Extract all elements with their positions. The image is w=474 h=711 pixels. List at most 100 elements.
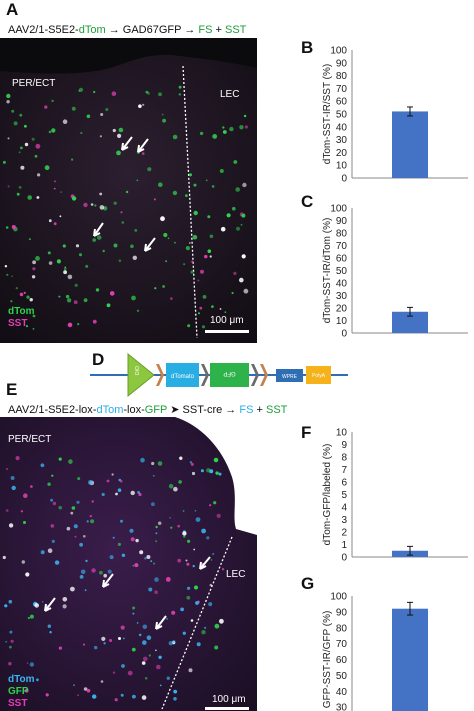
cell-dot xyxy=(114,698,118,702)
cell-dot xyxy=(76,500,80,504)
construct-diagram-d: DIO dTomato GFP WPRE PolyA xyxy=(90,352,348,398)
cell-dot xyxy=(243,114,247,118)
chart-g: 2030405060708090100GFP-SST-IR/GFP (%) xyxy=(322,592,428,711)
cell-dot xyxy=(107,569,112,574)
cell-dot xyxy=(132,255,137,260)
y-tick-label: 5 xyxy=(341,490,347,501)
y-tick-label: 100 xyxy=(330,46,347,57)
cell-dot xyxy=(66,526,71,531)
panel-label-g: G xyxy=(301,574,315,593)
cell-dot xyxy=(171,610,176,615)
cell-dot xyxy=(116,150,121,156)
cell-dot xyxy=(21,560,25,564)
cell-dot xyxy=(92,694,97,699)
cell-dot xyxy=(48,130,52,134)
cell-dot xyxy=(136,622,139,624)
cell-dot xyxy=(204,626,207,629)
bar xyxy=(392,608,428,711)
dtomato-label: dTomato xyxy=(171,374,195,380)
cell-dot xyxy=(142,103,145,106)
cell-dot xyxy=(47,548,53,553)
cell-dot xyxy=(113,201,117,205)
y-tick-label: 70 xyxy=(336,639,348,650)
cell-dot xyxy=(130,490,135,496)
cell-dot xyxy=(155,532,158,535)
arrows-a xyxy=(93,136,156,252)
cell-dot xyxy=(222,130,227,134)
cell-dot xyxy=(154,287,157,290)
cell-dot xyxy=(7,185,10,188)
cell-dot xyxy=(131,295,136,301)
cell-dot xyxy=(83,687,88,691)
cell-dot xyxy=(83,298,88,303)
arrows-e xyxy=(44,556,211,630)
cell-dot xyxy=(49,631,52,634)
caption-e-segment: ➤ xyxy=(167,404,183,416)
cell-dot xyxy=(212,553,215,555)
caption-e-segment: → xyxy=(222,404,240,416)
cell-dot xyxy=(62,597,68,602)
y-tick-label: 60 xyxy=(336,655,348,666)
cell-dot xyxy=(199,131,204,136)
cell-dot xyxy=(192,564,195,568)
cell-dot xyxy=(20,146,23,150)
cell-dot xyxy=(40,550,45,555)
cell-dot xyxy=(219,308,222,310)
cell-dot xyxy=(23,521,26,524)
micrograph-a: PER/ECT LEC dTom SST 100 μm xyxy=(0,38,257,343)
scale-label-e: 100 μm xyxy=(212,694,246,705)
cell-dot xyxy=(101,636,106,641)
cell-dot xyxy=(59,215,62,218)
y-tick-label: 50 xyxy=(336,671,348,682)
y-tick-label: 30 xyxy=(336,135,348,146)
cell-dot xyxy=(241,254,246,259)
cell-dot xyxy=(183,263,186,265)
cell-dot xyxy=(23,291,26,294)
cell-dot xyxy=(191,260,194,263)
cell-dot xyxy=(132,564,135,567)
y-tick-label: 60 xyxy=(336,97,348,108)
cell-dot xyxy=(41,601,44,603)
panel-label-c: C xyxy=(301,192,314,211)
cell-dot xyxy=(88,480,93,485)
cell-dot xyxy=(91,568,96,573)
arrow-icon xyxy=(121,136,133,151)
tissue-a xyxy=(0,54,257,343)
cell-dot xyxy=(132,694,136,699)
cell-dot xyxy=(174,241,176,244)
cell-dot xyxy=(86,520,89,523)
cell-dot xyxy=(62,604,67,609)
cell-dot xyxy=(51,539,55,543)
cell-dot xyxy=(209,255,212,258)
caption-a-segment: AAV2/1-S5E2- xyxy=(8,24,79,36)
cell-dot xyxy=(71,106,76,111)
cell-dot xyxy=(6,93,11,99)
cell-dot xyxy=(172,190,178,196)
cell-dot xyxy=(99,205,105,210)
wpre-block xyxy=(276,369,303,382)
cell-dot xyxy=(13,121,18,126)
cell-dot xyxy=(53,180,56,183)
cell-dot xyxy=(94,645,98,650)
cell-dot xyxy=(95,288,100,292)
cell-dot xyxy=(137,491,141,494)
cell-dot xyxy=(190,270,194,274)
cell-dot xyxy=(193,210,198,216)
cell-dot xyxy=(134,563,139,568)
cell-dot xyxy=(78,89,81,92)
cell-dot xyxy=(213,501,217,505)
cell-dot xyxy=(180,607,185,612)
cell-dot xyxy=(77,694,79,697)
cell-dot xyxy=(67,322,73,328)
cell-dot xyxy=(32,267,36,271)
cell-dot xyxy=(11,109,15,113)
cell-dot xyxy=(214,645,219,650)
cell-dot xyxy=(73,300,78,305)
cell-dot xyxy=(117,542,121,546)
cell-dot xyxy=(54,560,60,565)
cell-dot xyxy=(151,502,155,507)
cell-dot xyxy=(120,519,123,523)
cell-dot xyxy=(148,587,153,592)
cell-dot xyxy=(75,244,80,248)
cell-dot xyxy=(182,631,186,635)
